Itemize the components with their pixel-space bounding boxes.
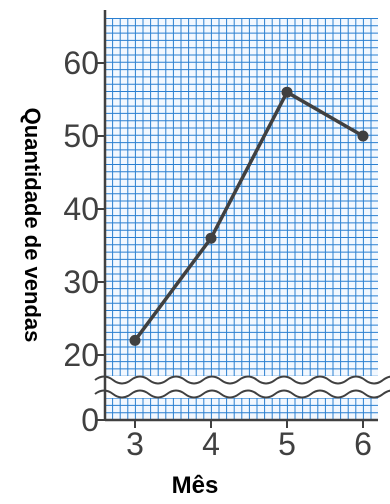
y-tick-labels: 0 20 30 40 50 60	[63, 45, 105, 438]
y-tick-label: 20	[63, 337, 99, 373]
y-tick-label: 40	[63, 191, 99, 227]
axis-break-wave	[94, 375, 390, 385]
data-point	[281, 86, 293, 98]
x-tick-label: 3	[126, 426, 144, 462]
axis-break-mask	[99, 376, 386, 398]
axis-break	[94, 375, 390, 399]
x-tick-label: 4	[202, 426, 220, 462]
data-point	[129, 334, 141, 346]
y-tick-label: 0	[81, 402, 99, 438]
data-point	[357, 130, 369, 142]
chart-grid	[104, 18, 378, 421]
series-line	[133, 90, 364, 342]
y-tick-label: 30	[63, 264, 99, 300]
x-tick-label: 6	[354, 426, 372, 462]
x-tick-labels: 3 4 5 6	[126, 420, 372, 462]
data-point	[205, 232, 217, 244]
series-layer	[129, 86, 369, 346]
x-tick-label: 5	[278, 426, 296, 462]
x-axis-label: Mês	[171, 472, 219, 499]
axis-break-wave	[94, 389, 390, 399]
y-tick-label: 50	[63, 118, 99, 154]
y-axis-label: Quantidade de vendas	[20, 107, 45, 343]
axes	[103, 10, 378, 422]
y-tick-label: 60	[63, 45, 99, 81]
